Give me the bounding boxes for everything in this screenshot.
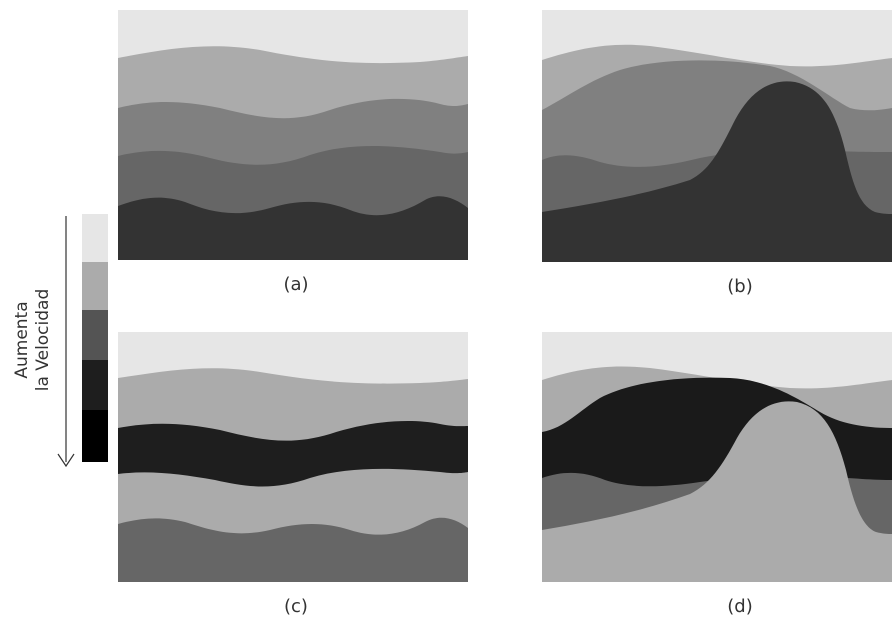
swatch-5	[82, 410, 108, 462]
panel-b-layer-5	[542, 81, 892, 262]
panel-b: (b)	[542, 10, 892, 297]
velocity-swatches	[82, 214, 108, 462]
swatch-2	[82, 262, 108, 310]
panel-a-layer-5	[118, 196, 468, 260]
panel-b-label: (b)	[727, 276, 752, 297]
panel-c-layer-5	[118, 517, 468, 582]
arrow-head	[57, 453, 75, 468]
velocity-legend: Aumenta la Velocidad	[12, 214, 108, 468]
panel-a: (a)	[118, 10, 468, 295]
swatch-1	[82, 214, 108, 262]
panel-d-label: (d)	[727, 596, 752, 617]
swatch-4	[82, 360, 108, 410]
panel-c: (c)	[118, 332, 468, 617]
panel-a-label: (a)	[283, 274, 308, 295]
panel-d: (d)	[542, 332, 892, 617]
panel-d-layer-5	[542, 401, 892, 582]
velocity-arrow	[57, 216, 75, 468]
panel-c-label: (c)	[284, 596, 308, 617]
velocity-label-line2: la Velocidad	[33, 289, 53, 392]
velocity-label-line1: Aumenta	[12, 301, 32, 378]
swatch-3	[82, 310, 108, 360]
